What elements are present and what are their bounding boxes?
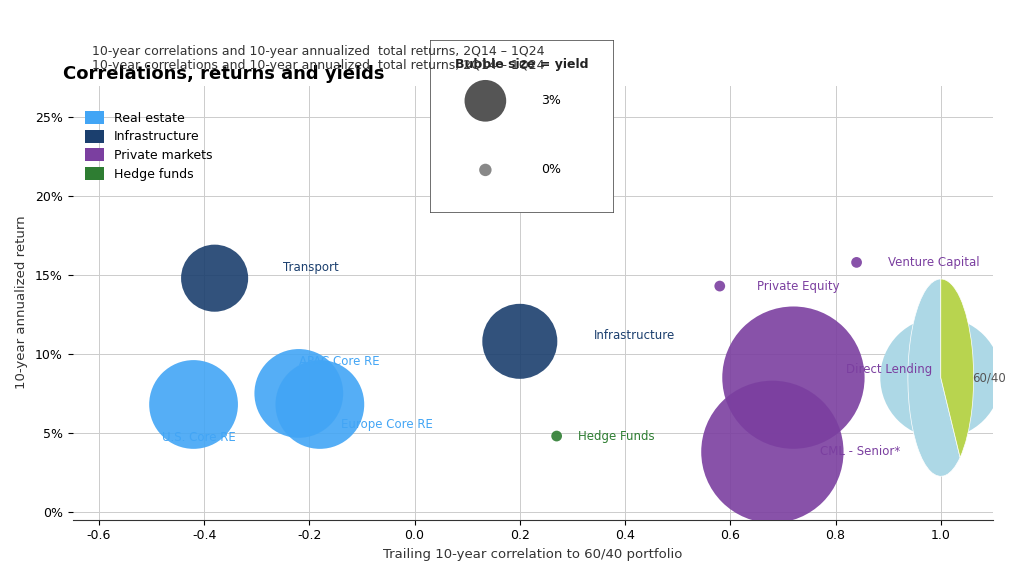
Text: Transport: Transport bbox=[283, 260, 339, 274]
Point bbox=[291, 389, 307, 398]
Point bbox=[512, 337, 528, 346]
Text: 10-year correlations and 10-year annualized  total returns, 2Q14 – 1Q24: 10-year correlations and 10-year annuali… bbox=[92, 59, 545, 72]
Text: Correlations, returns and yields: Correlations, returns and yields bbox=[63, 65, 385, 82]
Point bbox=[764, 447, 780, 456]
Point bbox=[311, 400, 328, 409]
Text: Europe Core RE: Europe Core RE bbox=[341, 419, 433, 431]
Text: Direct Lending: Direct Lending bbox=[846, 363, 932, 376]
Point bbox=[785, 373, 802, 382]
Text: U.S. Core RE: U.S. Core RE bbox=[162, 431, 236, 444]
Text: Venture Capital: Venture Capital bbox=[888, 256, 980, 269]
Y-axis label: 10-year annualized return: 10-year annualized return bbox=[15, 216, 28, 389]
Point bbox=[933, 373, 949, 382]
Text: Bubble size = yield: Bubble size = yield bbox=[456, 58, 589, 71]
Point bbox=[477, 165, 494, 175]
FancyBboxPatch shape bbox=[430, 40, 614, 213]
Point bbox=[477, 96, 494, 105]
Point bbox=[712, 282, 728, 291]
Point bbox=[549, 431, 565, 441]
Text: 3%: 3% bbox=[541, 94, 560, 107]
Text: Hedge Funds: Hedge Funds bbox=[578, 430, 654, 442]
Legend: Real estate, Infrastructure, Private markets, Hedge funds: Real estate, Infrastructure, Private mar… bbox=[79, 105, 218, 187]
Wedge shape bbox=[908, 279, 961, 476]
Text: Private Equity: Private Equity bbox=[757, 279, 840, 293]
Point bbox=[849, 258, 865, 267]
Text: APAC Core RE: APAC Core RE bbox=[299, 355, 380, 368]
Text: CML - Senior*: CML - Senior* bbox=[820, 445, 900, 458]
Wedge shape bbox=[941, 279, 974, 457]
Point bbox=[185, 400, 202, 409]
Text: 10-year correlations and 10-year annualized  total returns, 2Q14 – 1Q24: 10-year correlations and 10-year annuali… bbox=[92, 45, 545, 58]
X-axis label: Trailing 10-year correlation to 60/40 portfolio: Trailing 10-year correlation to 60/40 po… bbox=[383, 548, 683, 561]
Text: 60/40: 60/40 bbox=[973, 371, 1007, 384]
Text: Infrastructure: Infrastructure bbox=[594, 328, 675, 342]
Point bbox=[207, 274, 223, 283]
Text: 0%: 0% bbox=[541, 164, 561, 176]
